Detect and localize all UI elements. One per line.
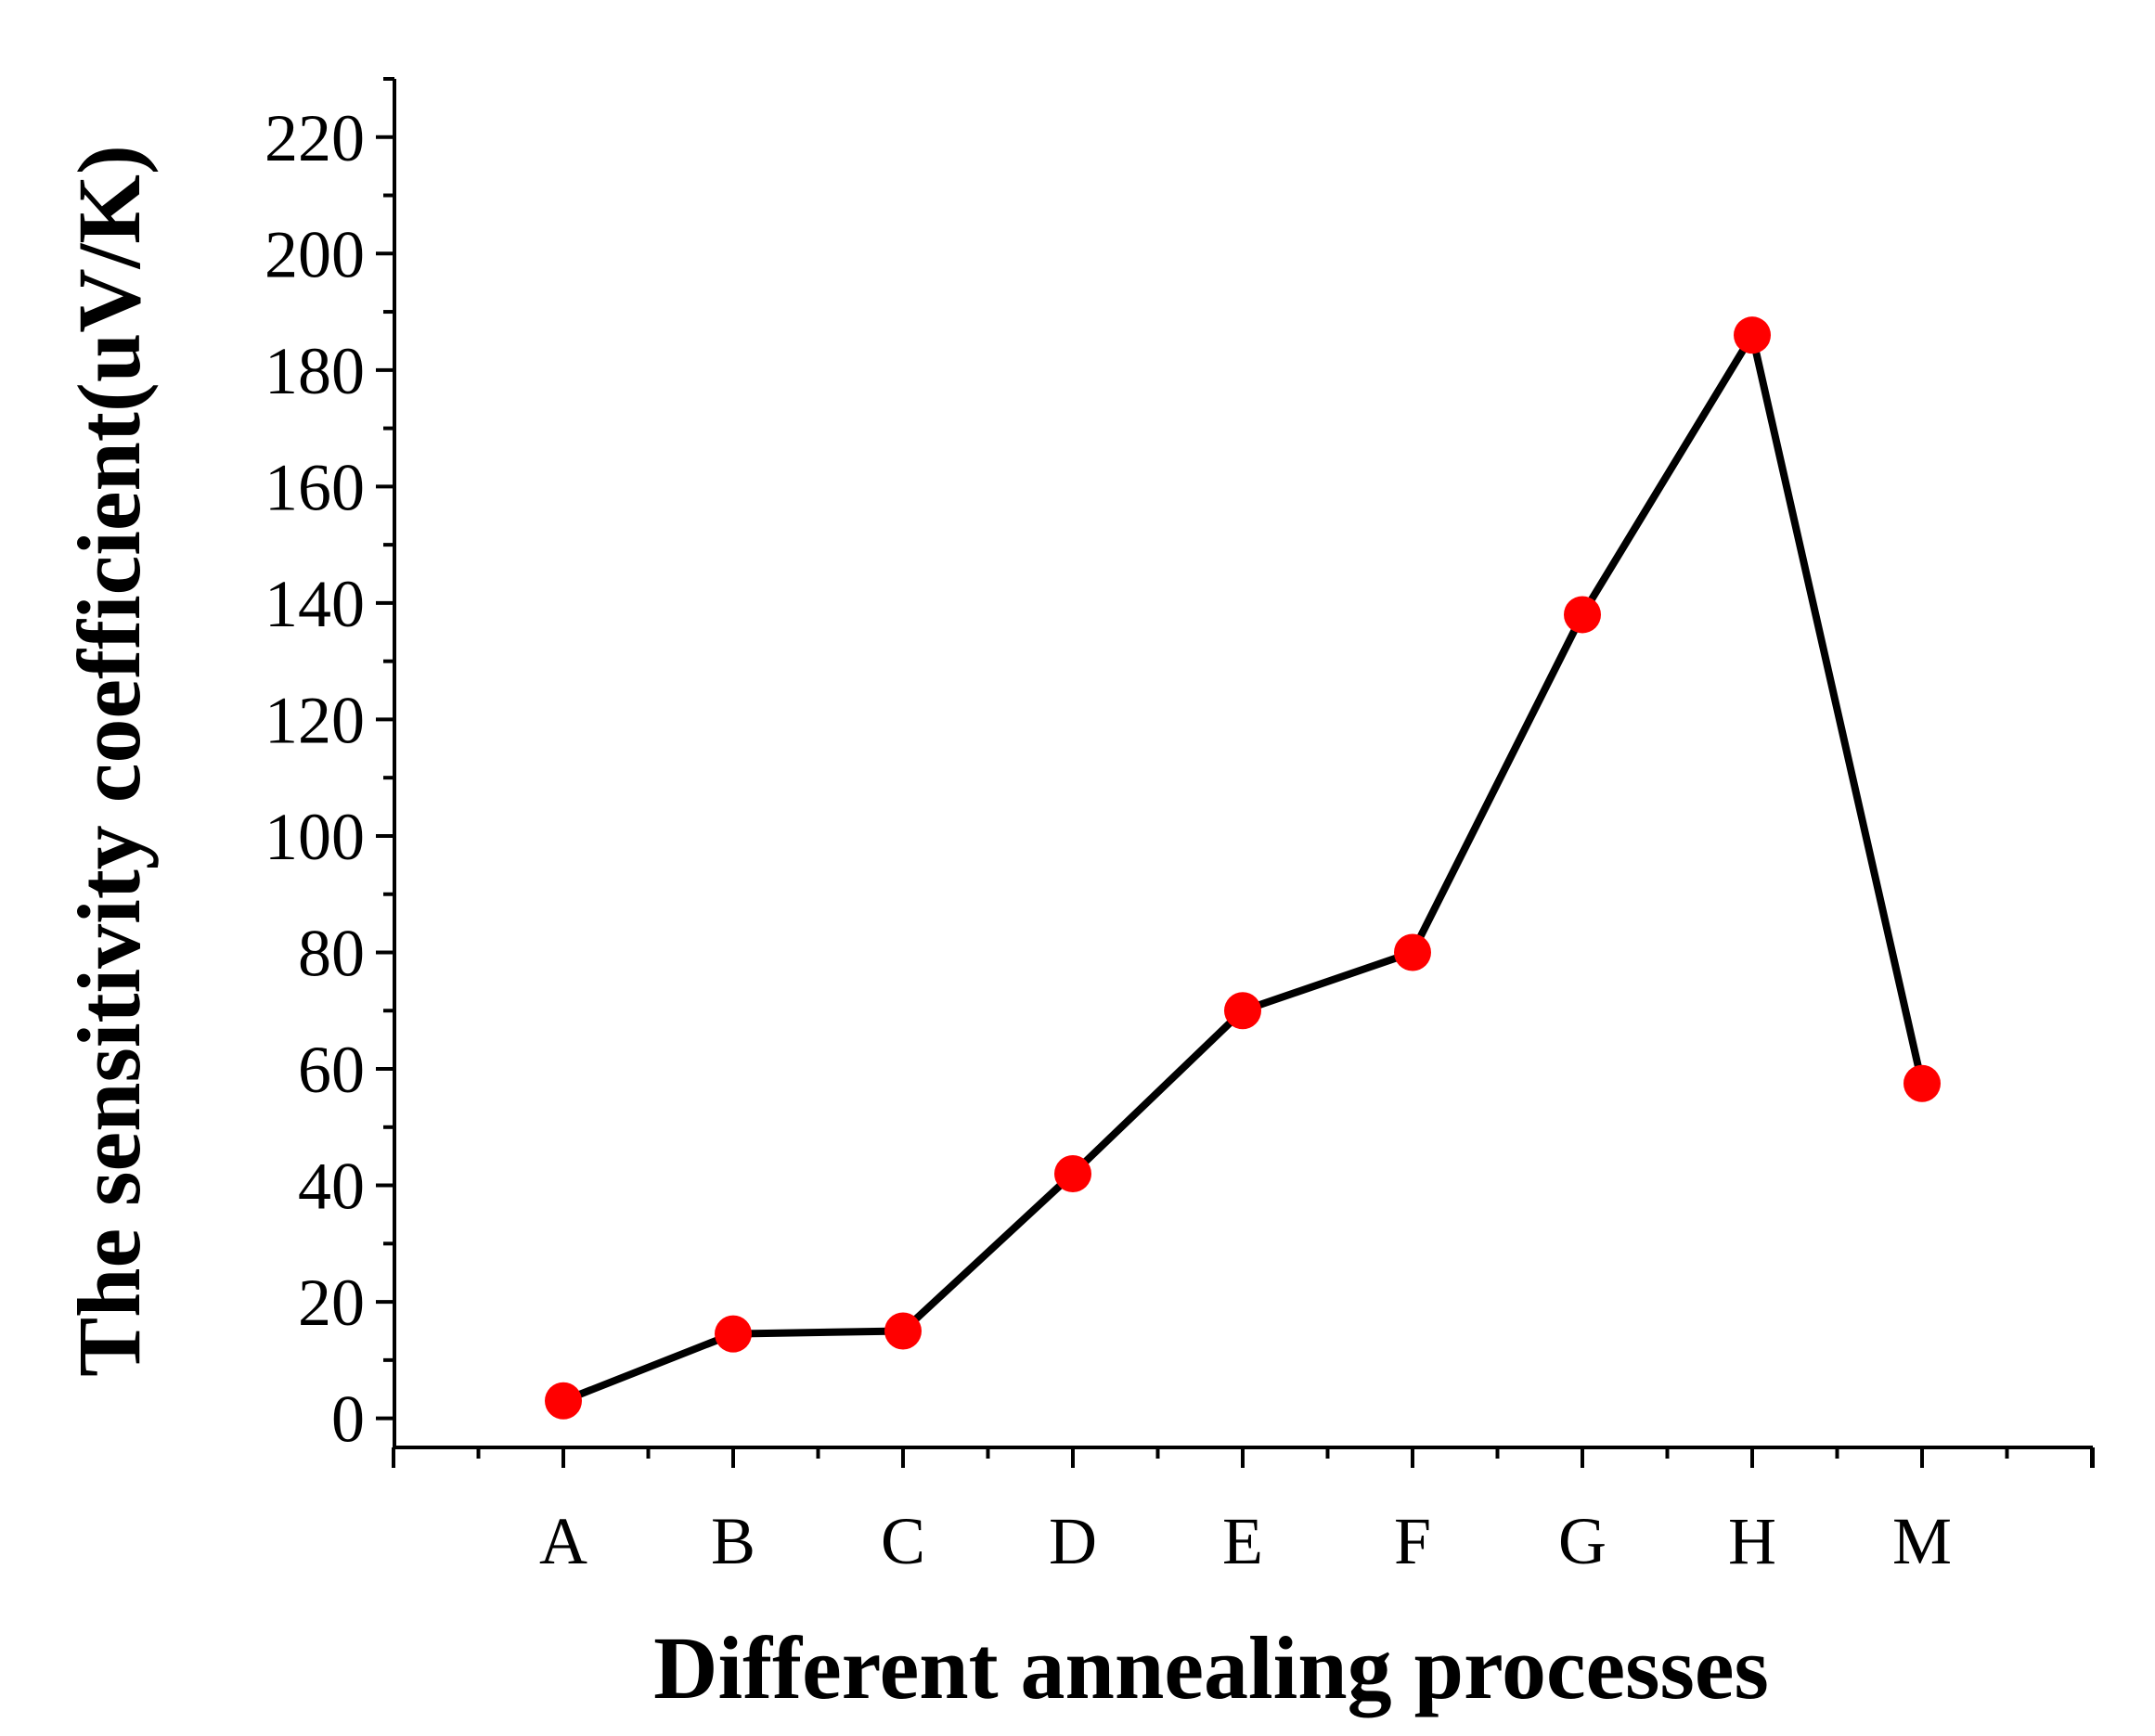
y-tick-label: 40 — [298, 1150, 365, 1224]
x-tick-label: A — [539, 1504, 587, 1578]
x-tick-label: G — [1558, 1504, 1607, 1578]
x-tick-label: C — [881, 1504, 925, 1578]
data-point — [1734, 316, 1771, 354]
data-point — [1394, 933, 1431, 971]
y-tick-label: 80 — [298, 916, 365, 990]
x-tick-label: D — [1049, 1504, 1097, 1578]
data-point — [1903, 1064, 1941, 1102]
x-tick-label: M — [1892, 1504, 1952, 1578]
y-axis-title: The sensitivity coefficient(uV/K) — [59, 145, 159, 1377]
y-tick-label: 160 — [265, 450, 365, 524]
tick-labels: 0 20 40 60 80 100 120 140 160 180 200 220 A B C D E F G H M — [265, 101, 1952, 1578]
y-tick-label: 200 — [265, 217, 365, 291]
data-point — [1054, 1155, 1091, 1192]
series — [545, 316, 1941, 1420]
x-tick-label: H — [1728, 1504, 1776, 1578]
data-point — [715, 1315, 752, 1353]
axes — [393, 79, 2093, 1449]
data-point — [1564, 596, 1601, 634]
data-point — [545, 1382, 582, 1420]
x-tick-label: E — [1222, 1504, 1263, 1578]
y-tick-label: 100 — [265, 800, 365, 874]
ticks — [376, 77, 2095, 1468]
data-point — [1224, 992, 1261, 1030]
x-tick-label: F — [1394, 1504, 1431, 1578]
y-tick-label: 140 — [265, 567, 365, 641]
data-point — [884, 1312, 922, 1350]
y-tick-label: 0 — [331, 1382, 365, 1457]
y-tick-label: 220 — [265, 101, 365, 175]
series-line — [561, 331, 1926, 1405]
x-tick-label: B — [711, 1504, 755, 1578]
y-tick-label: 120 — [265, 683, 365, 757]
y-tick-label: 180 — [265, 334, 365, 408]
x-axis-title: Different annealing processes — [653, 1618, 1769, 1717]
y-tick-label: 60 — [298, 1033, 365, 1107]
y-tick-label: 20 — [298, 1266, 365, 1340]
